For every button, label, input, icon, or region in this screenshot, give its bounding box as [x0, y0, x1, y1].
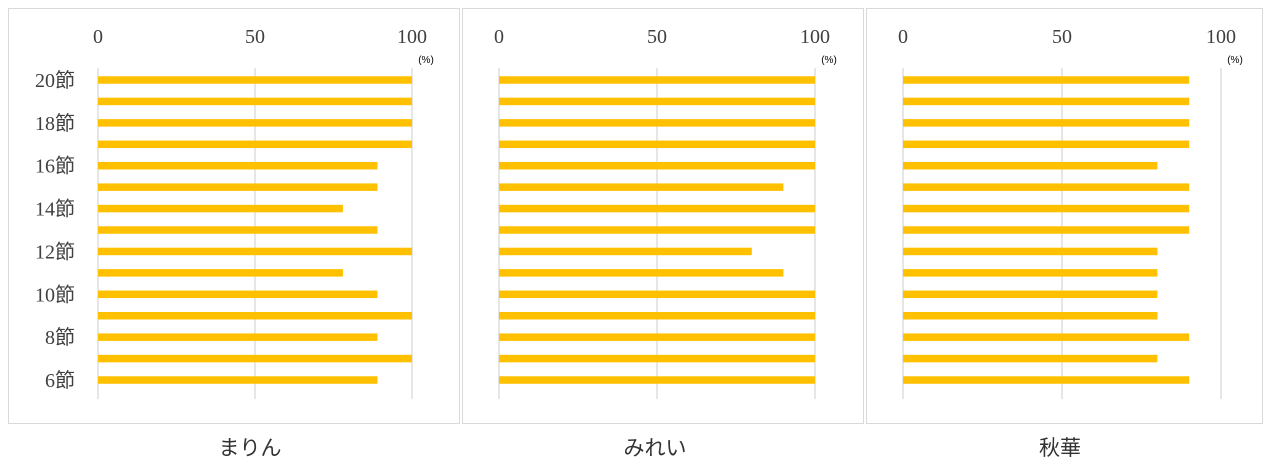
chart-2-caption: みれい [623, 436, 687, 460]
chart-2-bar-12節 [499, 247, 752, 256]
chart-1-bar-9節 [98, 311, 412, 320]
chart-2-bar-20節 [499, 76, 815, 84]
chart-2-x-tick-100: 100 [800, 26, 830, 48]
chart-1-bar-12節 [98, 247, 412, 256]
chart-1-bar-16節 [98, 161, 378, 170]
chart-1-unit-label: (%) [418, 55, 434, 66]
chart-2-bar-9節 [499, 311, 815, 320]
chart-1-bar-11節 [98, 269, 343, 277]
chart-2-x-tick-50: 50 [647, 26, 667, 48]
chart-2-bar-16節 [499, 161, 815, 170]
chart-3-bar-14節 [903, 204, 1190, 213]
chart-1-bar-8節 [98, 333, 378, 341]
chart-2-unit-label: (%) [821, 55, 837, 66]
chart-1-x-tick-0: 0 [93, 26, 103, 48]
chart-2-svg: 0 50 100 (%) [494, 26, 837, 399]
chart-3-bar-15節 [903, 183, 1190, 191]
chart-3-x-tick-50: 50 [1052, 26, 1072, 48]
chart-2-bar-19節 [499, 97, 815, 106]
chart-2-bar-13節 [499, 226, 815, 234]
chart-1-y-tick-label: 8節 [45, 326, 75, 349]
chart-1-x-tick-50: 50 [245, 26, 265, 48]
chart-2-bar-11節 [499, 269, 784, 277]
chart-2-bar-7節 [499, 354, 815, 363]
chart-1-bar-13節 [98, 226, 378, 234]
chart-3-bar-13節 [903, 226, 1190, 234]
chart-3-caption: 秋華 [1039, 436, 1081, 460]
chart-1-y-tick-label: 14節 [35, 198, 75, 221]
chart-2-bar-6節 [499, 376, 815, 384]
chart-3-bar-16節 [903, 161, 1158, 170]
chart-3-x-tick-100: 100 [1206, 26, 1236, 48]
chart-2-bar-8節 [499, 333, 815, 341]
chart-panel-2: 0 50 100 (%) [462, 8, 864, 424]
chart-3-x-tick-0: 0 [898, 26, 908, 48]
chart-2-bar-10節 [499, 290, 815, 299]
chart-1-bar-15節 [98, 183, 378, 191]
chart-3-bar-20節 [903, 76, 1190, 84]
chart-3-bar-9節 [903, 311, 1158, 320]
chart-2-x-tick-0: 0 [494, 26, 504, 48]
chart-3-bar-19節 [903, 97, 1190, 106]
chart-3-bar-17節 [903, 140, 1190, 149]
chart-2-bar-17節 [499, 140, 815, 149]
chart-1-y-tick-label: 12節 [35, 240, 75, 263]
chart-2-bar-14節 [499, 204, 815, 213]
chart-1-bar-6節 [98, 376, 378, 384]
chart-1-bar-18節 [98, 119, 412, 127]
chart-3-bar-6節 [903, 376, 1190, 384]
chart-1-bar-14節 [98, 204, 343, 213]
chart-1-x-tick-100: 100 [397, 26, 427, 48]
chart-1-bar-10節 [98, 290, 378, 299]
chart-1-bar-19節 [98, 97, 412, 106]
chart-3-bar-10節 [903, 290, 1158, 299]
chart-3-bar-8節 [903, 333, 1190, 341]
chart-panel-3: 0 50 100 (%) [866, 8, 1263, 424]
chart-3-svg: 0 50 100 (%) [898, 26, 1243, 399]
chart-3-bar-18節 [903, 119, 1190, 127]
chart-3-unit-label: (%) [1227, 55, 1243, 66]
chart-1-bar-20節 [98, 76, 412, 84]
chart-2-bar-15節 [499, 183, 784, 191]
chart-3-bar-7節 [903, 354, 1158, 363]
chart-1-y-tick-label: 10節 [35, 283, 75, 306]
chart-1-y-tick-label: 6節 [45, 369, 75, 392]
chart-1-svg: 0 50 100 (%) 20節 18節 16節 14節 12節 10節 8節 6節 [35, 26, 434, 399]
chart-1-bar-17節 [98, 140, 412, 149]
chart-1-bar-7節 [98, 354, 412, 363]
chart-2-bar-18節 [499, 119, 815, 127]
chart-panel-1: 0 50 100 (%) 20節 18節 16節 14節 12節 10節 8節 6節 [8, 8, 460, 424]
chart-1-y-tick-label: 18節 [35, 112, 75, 135]
chart-3-bar-12節 [903, 247, 1158, 256]
chart-1-caption: まりん [218, 436, 282, 460]
chart-1-y-tick-label: 20節 [35, 69, 75, 92]
chart-3-bar-11節 [903, 269, 1158, 277]
chart-1-y-tick-label: 16節 [35, 155, 75, 178]
